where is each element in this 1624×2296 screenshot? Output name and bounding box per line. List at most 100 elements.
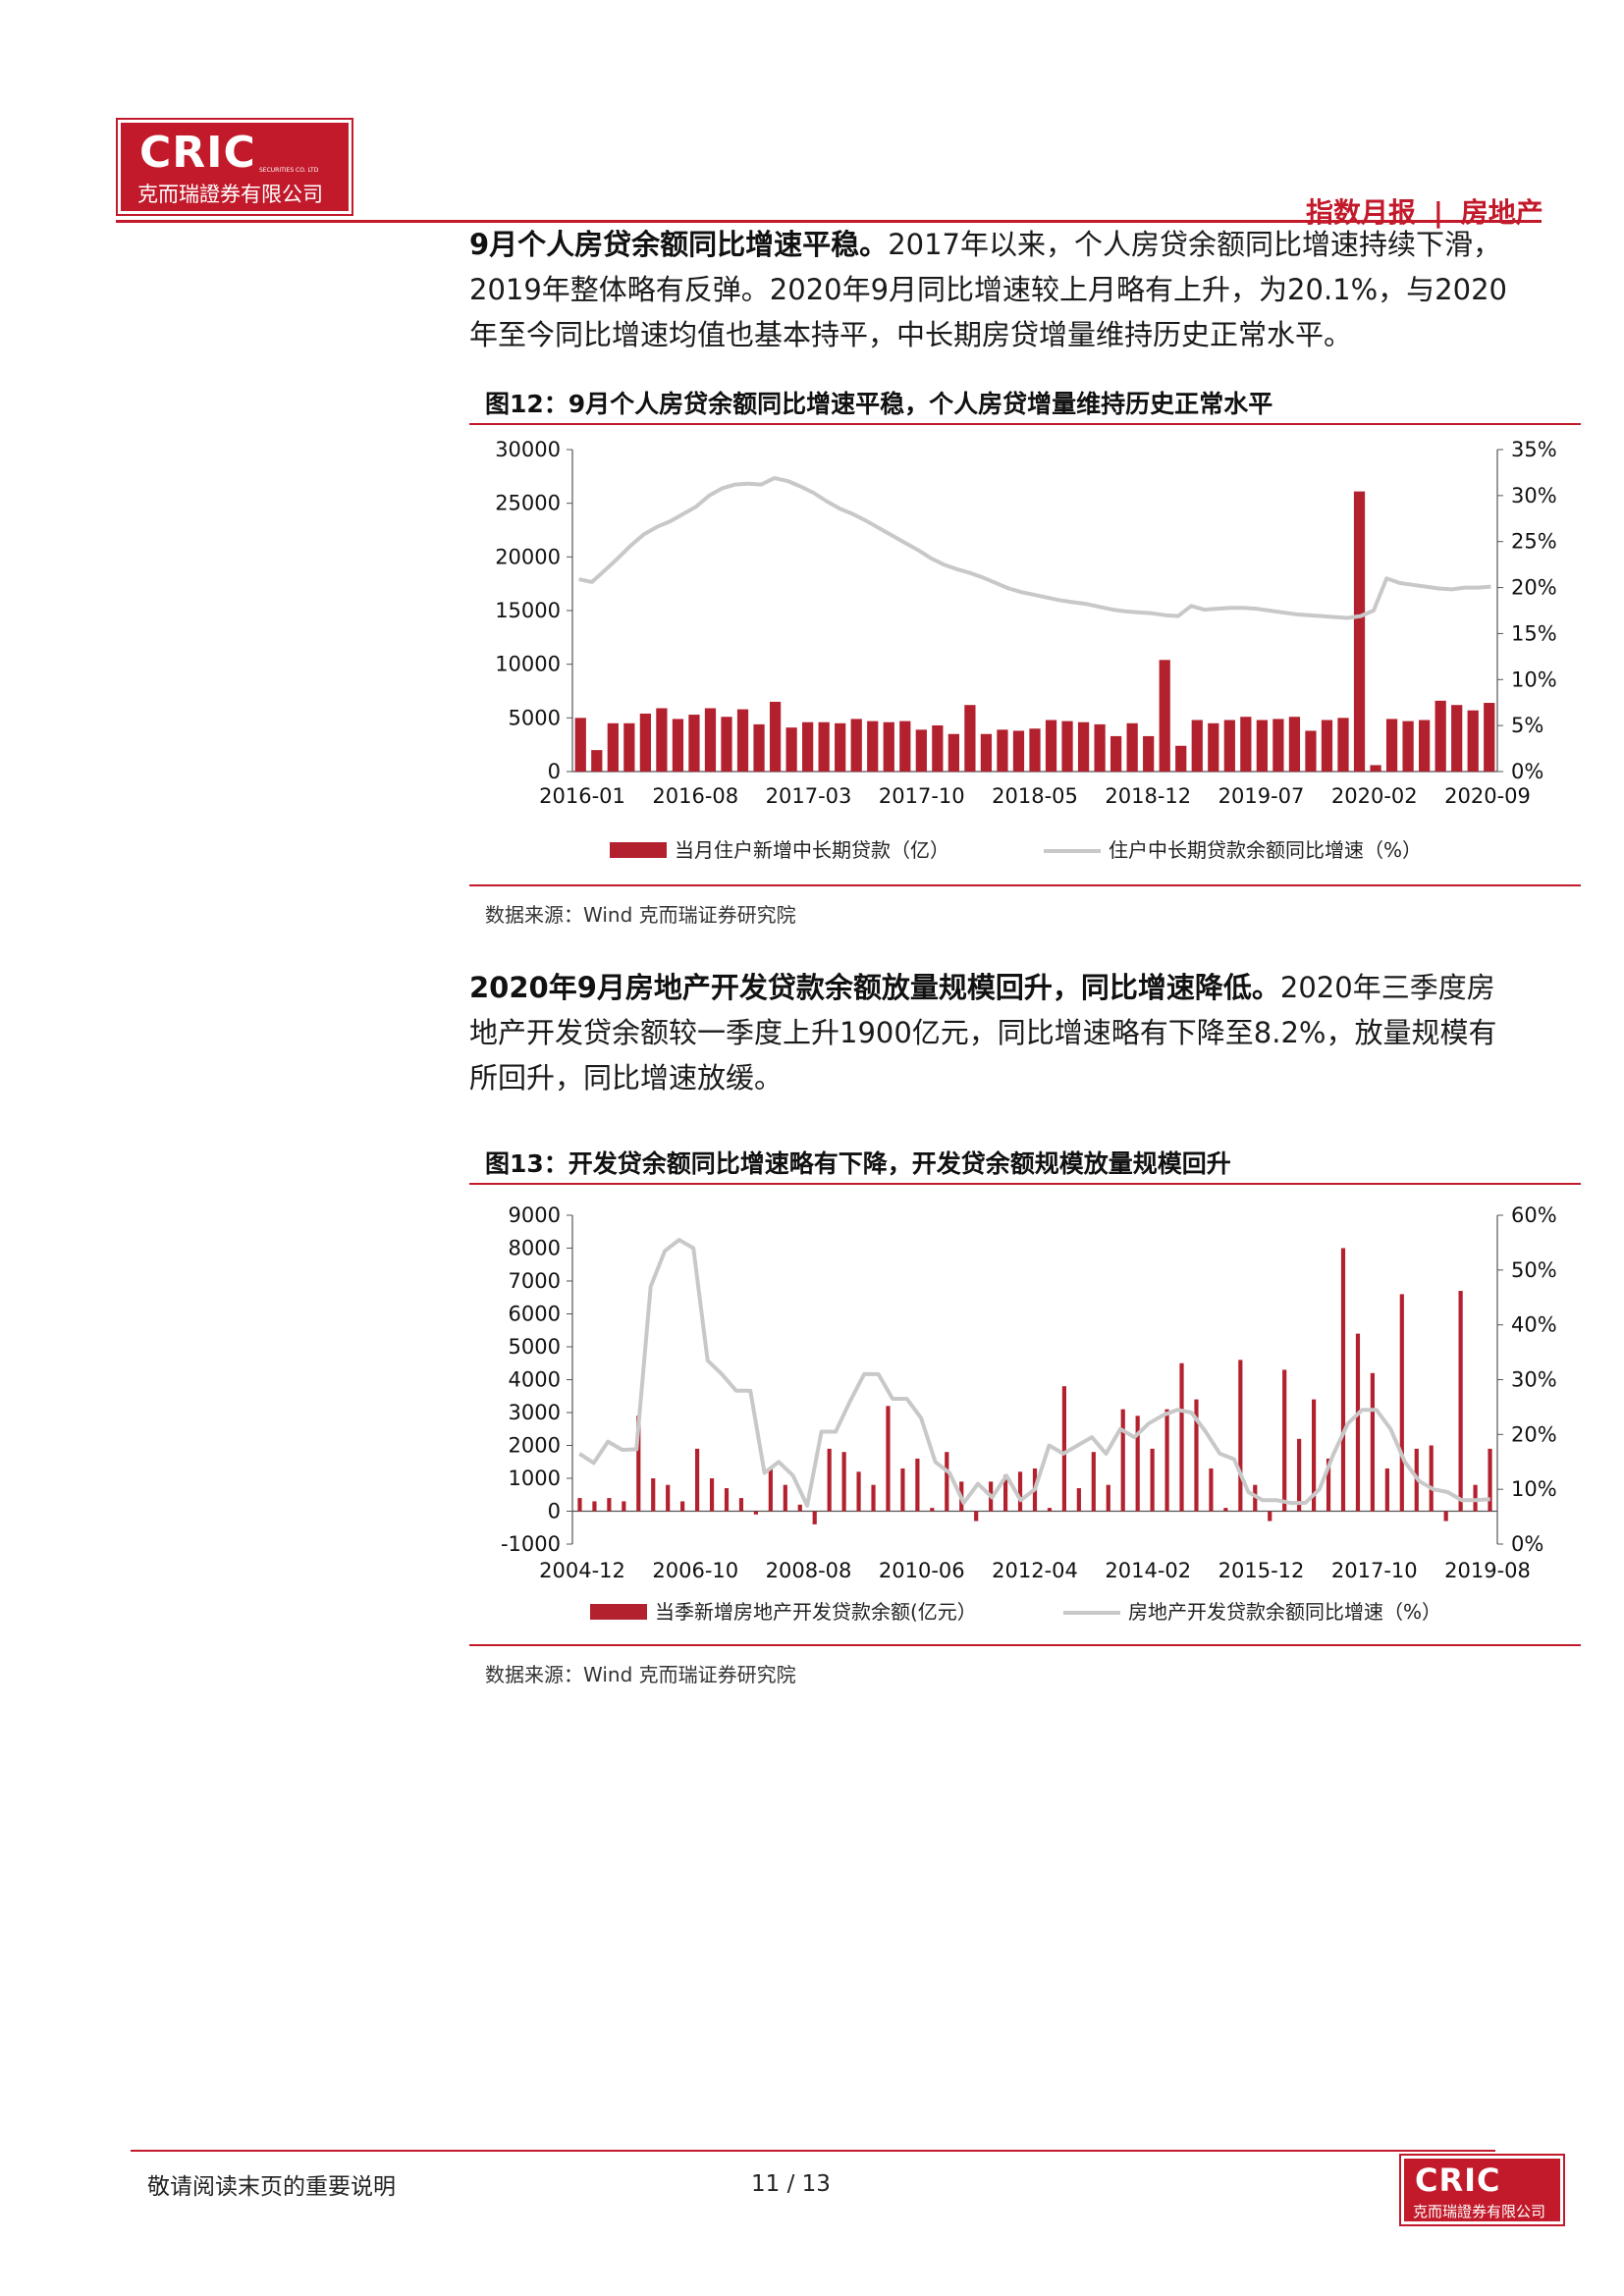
bar	[899, 721, 911, 772]
footer-rule	[131, 2150, 1495, 2152]
left-tick-label: 10000	[495, 653, 561, 676]
bar	[1399, 1294, 1404, 1512]
bar	[835, 722, 846, 772]
x-tick-label: 2016-08	[652, 784, 738, 808]
right-tick-label: 50%	[1511, 1258, 1557, 1282]
bar	[1467, 710, 1479, 772]
section1-heading: 9月个人房贷余额同比增速平稳。	[469, 228, 889, 261]
bar	[980, 733, 993, 772]
bar	[1110, 735, 1122, 772]
bar	[867, 721, 879, 772]
bar	[1208, 722, 1219, 772]
section2-line-2: 地产开发贷余额较一季度上升1900亿元，同比增速略有下降至8.2%，放量规模有	[469, 1016, 1497, 1049]
header-separator: |	[1433, 196, 1443, 229]
right-tick-label: 10%	[1511, 1477, 1557, 1501]
left-tick-label: -1000	[501, 1532, 561, 1556]
figure13-chart: -1000 0 1000 2000 3000 4000 5000 6000 7000 8000 90…	[501, 1203, 1557, 1624]
x-tick-label: 2020-02	[1331, 784, 1418, 808]
bar	[915, 1458, 920, 1512]
left-tick-label: 3000	[509, 1401, 561, 1424]
bar	[1451, 705, 1463, 772]
bar	[1209, 1468, 1214, 1512]
legend-line-label: 住户中长期贷款余额同比增速（%）	[1109, 838, 1422, 862]
bar	[622, 1501, 626, 1512]
left-tick-label: 0	[548, 760, 561, 783]
bar	[1135, 1415, 1140, 1512]
figure12-top-rule	[469, 423, 1581, 425]
bar	[886, 1406, 891, 1512]
bar	[1355, 1333, 1361, 1512]
left-tick-label: 0	[548, 1500, 561, 1523]
bar	[680, 1501, 685, 1512]
figure12-bottom-rule	[469, 884, 1581, 886]
right-tick-label: 35%	[1511, 438, 1557, 461]
figure12-source: 数据来源：Wind 克而瑞证券研究院	[485, 903, 796, 927]
bar	[623, 722, 635, 772]
bar	[1223, 720, 1235, 772]
page-number: 11 / 13	[751, 2171, 831, 2197]
bar	[1175, 745, 1187, 772]
left-tick-label: 9000	[509, 1203, 561, 1227]
bar	[607, 1498, 612, 1512]
header-report-type: 指数月报 | 房地产	[1306, 191, 1543, 231]
left-tick-label: 8000	[509, 1237, 561, 1260]
bar	[753, 723, 765, 772]
report-type-label: 指数月报	[1306, 196, 1417, 229]
bar	[636, 1415, 641, 1512]
footer-logo-subtitle: 克而瑞證券有限公司	[1413, 2203, 1546, 2220]
bar	[1045, 720, 1057, 772]
bar	[709, 1478, 715, 1512]
x-tick-label: 2008-08	[766, 1559, 852, 1582]
bar	[1484, 703, 1495, 772]
bar	[915, 729, 927, 772]
legend-bar-label: 当月住户新增中长期贷款（亿）	[675, 838, 949, 862]
bar	[1256, 720, 1268, 772]
bar	[1402, 721, 1414, 772]
header-rule	[116, 220, 1542, 223]
bar	[1297, 1438, 1302, 1512]
section2-paragraph: 2020年9月房地产开发贷款余额放量规模回升，同比增速降低。2020年三季度房 …	[469, 965, 1559, 1100]
series-line	[578, 476, 1491, 620]
bar	[1012, 730, 1025, 772]
section2-text-1: 2020年三季度房	[1279, 971, 1495, 1004]
bar	[841, 1452, 846, 1512]
bar	[932, 724, 944, 772]
x-tick-label: 2016-01	[539, 784, 625, 808]
bar	[1061, 1386, 1066, 1512]
bar	[724, 1488, 730, 1512]
logo-text: CRIC	[139, 128, 256, 178]
bar	[1223, 1508, 1228, 1512]
bar	[1337, 718, 1349, 772]
bar	[1143, 735, 1155, 772]
right-tick-label: 30%	[1511, 1368, 1557, 1392]
x-tick-label: 2006-10	[652, 1559, 738, 1582]
bar	[721, 717, 732, 772]
bar	[591, 750, 603, 772]
section2-line-1: 2020年9月房地产开发贷款余额放量规模回升，同比增速降低。2020年三季度房	[469, 965, 1559, 1010]
logo-tiny-text: SECURITIES CO. LTD	[259, 167, 319, 174]
right-tick-label: 5%	[1511, 714, 1543, 737]
bar	[1238, 1360, 1243, 1512]
right-tick-label: 20%	[1511, 576, 1557, 600]
bar	[1179, 1362, 1184, 1512]
legend-line-label: 房地产开发贷款余额同比增速（%）	[1128, 1600, 1441, 1624]
bar	[704, 708, 717, 772]
figure13-title: 图13：开发贷余额同比增速略有下降，开发贷余额规模放量规模回升	[485, 1149, 1231, 1178]
x-tick-label: 2010-06	[879, 1559, 965, 1582]
sector-label: 房地产	[1460, 196, 1543, 229]
bar	[768, 1468, 773, 1512]
x-tick-label: 2018-05	[992, 784, 1078, 808]
right-tick-label: 20%	[1511, 1422, 1557, 1446]
bar	[592, 1501, 597, 1512]
left-tick-label: 6000	[509, 1303, 561, 1326]
bar	[1326, 1458, 1331, 1512]
right-tick-label: 10%	[1511, 667, 1557, 691]
left-tick-label: 1000	[509, 1467, 561, 1490]
section1-text-1: 2017年以来，个人房贷余额同比增速持续下滑，	[888, 228, 1501, 261]
figure13-source: 数据来源：Wind 克而瑞证券研究院	[485, 1663, 796, 1686]
bar	[1429, 1445, 1434, 1512]
bar	[812, 1511, 817, 1524]
right-tick-label: 15%	[1511, 621, 1557, 645]
right-tick-label: 0%	[1511, 1532, 1543, 1556]
bar	[964, 705, 976, 772]
